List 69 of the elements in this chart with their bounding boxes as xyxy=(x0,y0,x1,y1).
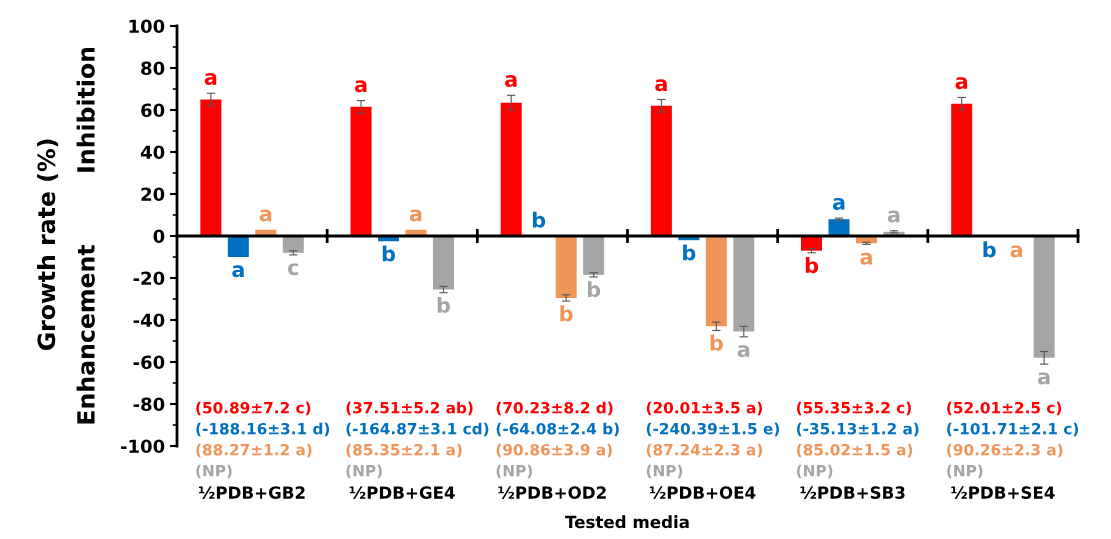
y-tick-label: -100 xyxy=(120,439,165,454)
data-label: b xyxy=(587,281,601,298)
x-axis-title: Tested media xyxy=(565,515,689,529)
text: Enhancement xyxy=(76,244,95,424)
annotation: (-164.87±3.1 cd) xyxy=(346,422,489,437)
annotation: (85.35±2.1 a) xyxy=(346,443,462,458)
annotation: (20.01±3.5 a) xyxy=(646,401,762,416)
data-label: a xyxy=(887,210,900,223)
y-axis-title: Growth rate (%) xyxy=(37,139,59,351)
data-label: a xyxy=(354,80,367,93)
y-tick-label: 0 xyxy=(153,229,165,244)
x-tick-label: ½PDB+OD2 xyxy=(498,486,606,499)
data-label: b xyxy=(805,257,819,274)
annotation: (55.35±3.2 c) xyxy=(797,401,911,416)
data-label: a xyxy=(505,75,517,88)
annotation: (87.24±2.3 a) xyxy=(646,443,762,458)
annotation: (-35.13±1.2 a) xyxy=(797,422,919,437)
text: Inhibition xyxy=(76,47,95,172)
annotation: (50.89±7.2 c) xyxy=(196,401,311,416)
y-tick-label: -40 xyxy=(133,313,165,328)
text: (NP) xyxy=(947,464,983,479)
text: (NP) xyxy=(196,464,232,479)
data-label: b xyxy=(983,241,996,258)
y-tick-label: 80 xyxy=(141,61,165,76)
annotation: (37.51±5.2 ab) xyxy=(346,401,473,416)
data-label: a xyxy=(860,252,872,265)
x-tick-label: ½PDB+GE4 xyxy=(349,486,455,499)
y-tick-label: 60 xyxy=(141,103,165,118)
x-tick-label: ½PDB+GB2 xyxy=(198,486,305,499)
x-tick-label: ½PDB+SB3 xyxy=(800,486,905,499)
x-tick-label: ½PDB+SE4 xyxy=(951,486,1055,499)
data-label: b xyxy=(382,245,396,262)
data-label: b xyxy=(532,211,546,228)
data-label: a xyxy=(737,345,750,358)
y-tick-label: -60 xyxy=(133,355,165,370)
annotation: (-64.08±2.4 b) xyxy=(496,422,619,437)
data-label: b xyxy=(710,334,723,351)
text: (NP) xyxy=(496,464,532,479)
data-label: a xyxy=(1010,245,1023,258)
text: (NP) xyxy=(346,464,382,479)
y-tick-label: -80 xyxy=(133,397,165,412)
data-label: a xyxy=(259,209,272,222)
y-tick-label: 40 xyxy=(140,145,165,160)
data-label: b xyxy=(560,305,573,322)
data-label: a xyxy=(1038,372,1050,385)
annotation: (90.86±3.9 a) xyxy=(496,443,612,458)
data-label: a xyxy=(832,197,845,210)
data-label: a xyxy=(655,79,667,92)
annotation: (90.26±2.3 a) xyxy=(947,443,1063,458)
annotation: (85.02±1.5 a) xyxy=(797,443,913,458)
data-label: c xyxy=(288,263,299,276)
annotation: (52.01±2.5 c) xyxy=(947,401,1062,416)
y-tick-label: -20 xyxy=(133,271,165,286)
data-label: a xyxy=(955,77,968,90)
data-label: a xyxy=(204,73,217,85)
data-label: b xyxy=(683,244,696,261)
annotation: (-240.39±1.5 e) xyxy=(646,422,780,437)
text: (NP) xyxy=(646,464,683,479)
data-label: b xyxy=(437,296,450,314)
annotation: (-101.71±2.1 c) xyxy=(947,422,1079,437)
annotation: (70.23±8.2 d) xyxy=(496,401,613,416)
y-tick-label: 100 xyxy=(129,19,165,34)
data-label: a xyxy=(232,265,244,278)
annotation: (-188.16±3.1 d) xyxy=(196,422,330,437)
annotation: (88.27±1.2 a) xyxy=(196,443,312,458)
x-tick-label: ½PDB+OE4 xyxy=(649,486,756,499)
text: (NP) xyxy=(797,464,833,479)
data-label: a xyxy=(409,209,422,222)
y-tick-label: 20 xyxy=(141,187,165,202)
